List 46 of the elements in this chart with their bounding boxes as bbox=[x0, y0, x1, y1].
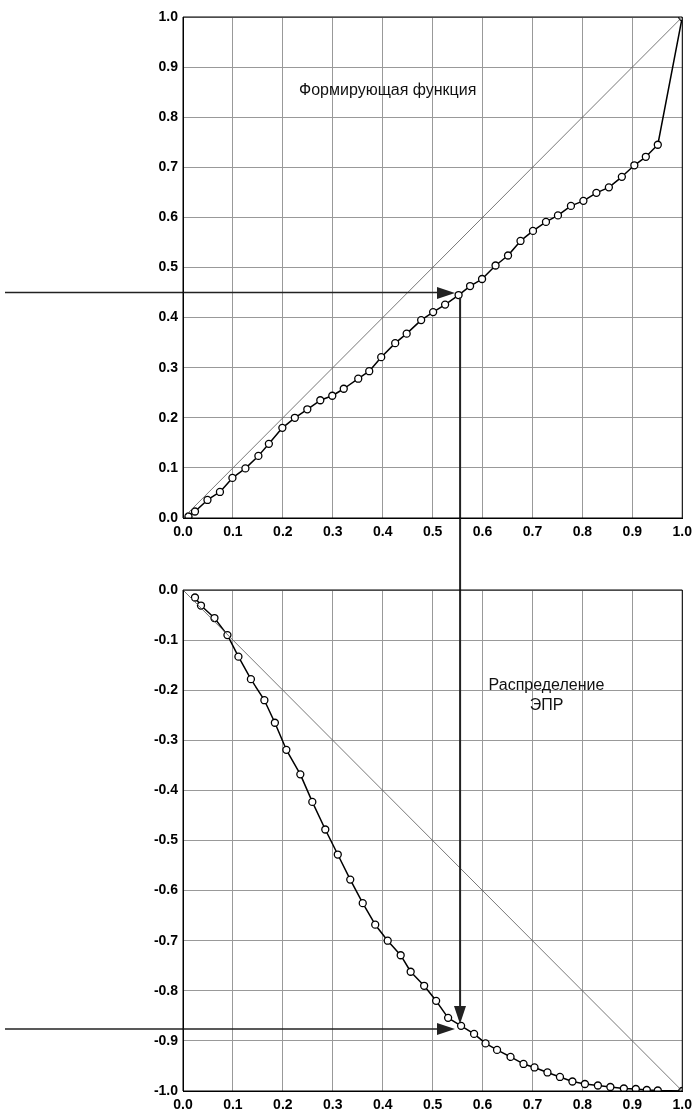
y-tick-label: 0.7 bbox=[158, 158, 179, 175]
x-tick-label: 0.8 bbox=[572, 523, 593, 540]
y-tick-label: -0.1 bbox=[153, 630, 179, 647]
x-tick-label: 0.2 bbox=[273, 523, 293, 540]
y-tick-label: 0.3 bbox=[158, 358, 179, 375]
x-tick-label: 0.3 bbox=[323, 523, 343, 540]
x-tick-label: 0.4 bbox=[372, 523, 393, 540]
y-tick-label: 1.0 bbox=[158, 7, 179, 24]
y-tick-label: -0.5 bbox=[153, 831, 179, 848]
x-tick-label: 0.5 bbox=[422, 523, 443, 540]
y-tick-label: 0.6 bbox=[158, 208, 179, 225]
y-tick-label: -0.2 bbox=[153, 681, 179, 698]
y-tick-label: -0.7 bbox=[153, 931, 179, 948]
y-tick-label: -0.9 bbox=[153, 1031, 179, 1048]
y-tick-label: 0.9 bbox=[158, 57, 179, 74]
x-tick-label: 0.6 bbox=[472, 1096, 493, 1113]
x-tick-label: 0.1 bbox=[223, 523, 243, 540]
x-tick-label: 0.7 bbox=[522, 1096, 543, 1113]
x-tick-label: 0.3 bbox=[323, 1096, 343, 1113]
x-tick-label: 0.0 bbox=[173, 1096, 193, 1113]
y-tick-label: -1.0 bbox=[153, 1081, 179, 1098]
x-tick-label: 0.0 bbox=[173, 523, 193, 540]
y-tick-label: 0.8 bbox=[158, 108, 179, 125]
x-tick-label: 0.2 bbox=[273, 1096, 293, 1113]
y-tick-label: 0.5 bbox=[158, 258, 179, 275]
x-tick-label: 0.6 bbox=[472, 523, 493, 540]
x-tick-label: 1.0 bbox=[672, 1096, 693, 1113]
x-tick-label: 0.1 bbox=[223, 1096, 243, 1113]
x-tick-label: 0.9 bbox=[622, 1096, 643, 1113]
y-tick-label: -0.4 bbox=[153, 781, 179, 798]
x-tick-label: 0.8 bbox=[572, 1096, 593, 1113]
y-tick-label: -0.8 bbox=[153, 981, 179, 998]
y-tick-label: 0.4 bbox=[158, 308, 179, 325]
text: Формирующая функция bbox=[299, 80, 477, 98]
y-tick-label: 0.2 bbox=[158, 408, 179, 425]
y-tick-label: -0.3 bbox=[153, 731, 179, 748]
x-tick-label: 0.4 bbox=[372, 1096, 393, 1113]
y-tick-label: -0.6 bbox=[153, 881, 179, 898]
text: Распределение ЭПР bbox=[488, 675, 605, 713]
y-tick-label: 0.0 bbox=[158, 580, 179, 597]
x-tick-label: 0.9 bbox=[622, 523, 643, 540]
x-tick-label: 1.0 bbox=[672, 523, 693, 540]
x-tick-label: 0.7 bbox=[522, 523, 543, 540]
x-tick-label: 0.5 bbox=[422, 1096, 443, 1113]
y-tick-label: 0.1 bbox=[158, 458, 179, 475]
y-tick-label: 0.0 bbox=[158, 508, 179, 525]
